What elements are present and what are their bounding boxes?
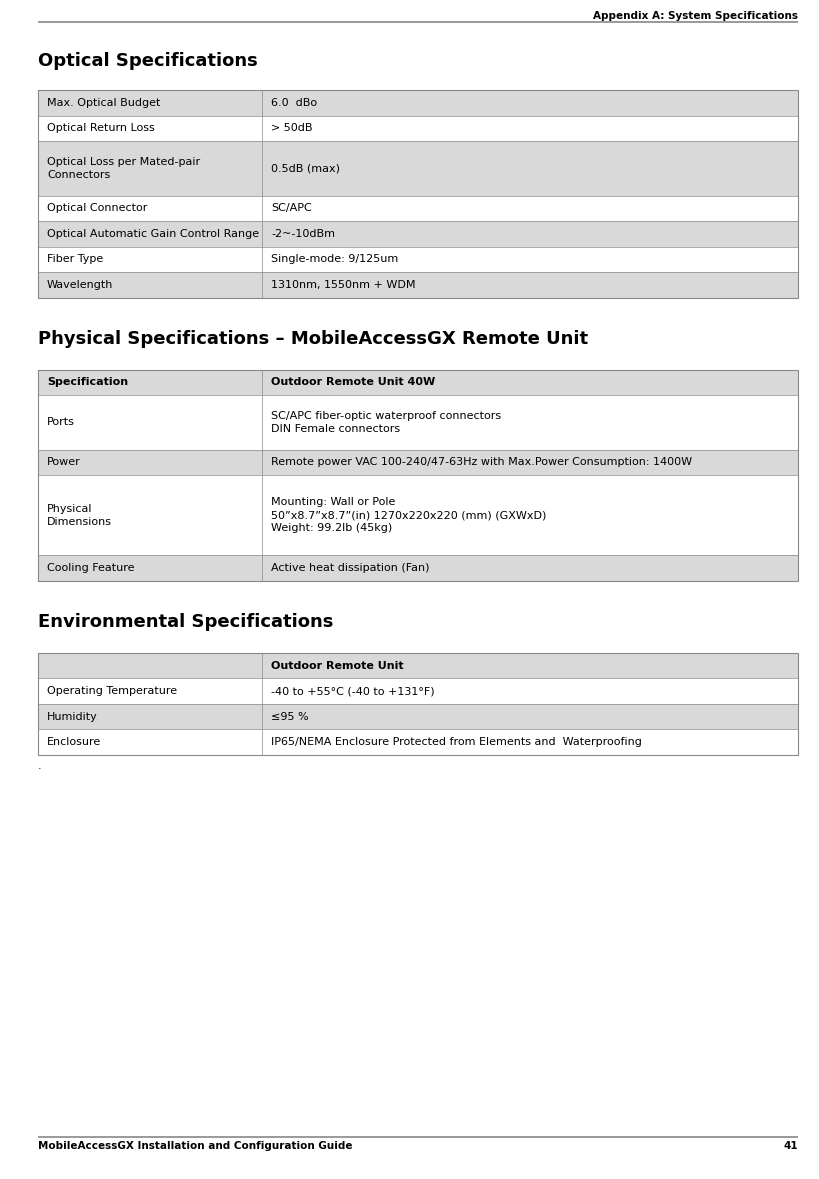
Text: Specification: Specification — [47, 377, 128, 388]
Bar — [38, 678, 797, 704]
Text: Fiber Type: Fiber Type — [47, 255, 103, 264]
Bar — [38, 475, 797, 555]
Text: .: . — [38, 760, 42, 771]
Text: Power: Power — [47, 457, 80, 467]
Text: IP65/NEMA Enclosure Protected from Elements and  Waterproofing: IP65/NEMA Enclosure Protected from Eleme… — [271, 737, 641, 747]
Text: Ports: Ports — [47, 417, 75, 428]
Text: Single-mode: 9/125um: Single-mode: 9/125um — [271, 255, 398, 264]
Text: Physical
Dimensions: Physical Dimensions — [47, 503, 112, 527]
Text: Max. Optical Budget: Max. Optical Budget — [47, 98, 161, 107]
Text: -40 to +55°C (-40 to +131°F): -40 to +55°C (-40 to +131°F) — [271, 686, 434, 696]
Text: Humidity: Humidity — [47, 712, 97, 722]
Text: 0.5dB (max): 0.5dB (max) — [271, 164, 340, 173]
Bar — [38, 141, 797, 196]
Text: Outdoor Remote Unit: Outdoor Remote Unit — [271, 660, 403, 671]
Text: -2~-10dBm: -2~-10dBm — [271, 229, 335, 239]
Text: Optical Return Loss: Optical Return Loss — [47, 124, 155, 133]
Text: SC/APC fiber-optic waterproof connectors
DIN Female connectors: SC/APC fiber-optic waterproof connectors… — [271, 411, 500, 434]
Bar — [38, 730, 797, 755]
Bar — [38, 704, 797, 730]
Bar — [38, 449, 797, 475]
Text: Appendix A: System Specifications: Appendix A: System Specifications — [592, 11, 797, 21]
Text: > 50dB: > 50dB — [271, 124, 312, 133]
Bar — [38, 196, 797, 222]
Text: Remote power VAC 100-240/47-63Hz with Max.Power Consumption: 1400W: Remote power VAC 100-240/47-63Hz with Ma… — [271, 457, 691, 467]
Text: Outdoor Remote Unit 40W: Outdoor Remote Unit 40W — [271, 377, 435, 388]
Text: Physical Specifications – MobileAccessGX Remote Unit: Physical Specifications – MobileAccessGX… — [38, 330, 587, 348]
Text: SC/APC: SC/APC — [271, 203, 311, 213]
Text: Environmental Specifications: Environmental Specifications — [38, 613, 333, 631]
Text: Optical Connector: Optical Connector — [47, 203, 147, 213]
Bar — [38, 272, 797, 297]
Bar — [38, 222, 797, 246]
Text: Wavelength: Wavelength — [47, 279, 113, 290]
Bar — [38, 653, 797, 678]
Text: Optical Specifications: Optical Specifications — [38, 52, 257, 70]
Text: Operating Temperature: Operating Temperature — [47, 686, 177, 696]
Text: Optical Automatic Gain Control Range: Optical Automatic Gain Control Range — [47, 229, 259, 239]
Text: Active heat dissipation (Fan): Active heat dissipation (Fan) — [271, 564, 429, 573]
Bar — [38, 116, 797, 141]
Text: Enclosure: Enclosure — [47, 737, 101, 747]
Text: 6.0  dBo: 6.0 dBo — [271, 98, 317, 107]
Text: Cooling Feature: Cooling Feature — [47, 564, 134, 573]
Text: ≤95 %: ≤95 % — [271, 712, 309, 722]
Bar — [38, 395, 797, 449]
Bar — [38, 90, 797, 116]
Text: Optical Loss per Mated-pair
Connectors: Optical Loss per Mated-pair Connectors — [47, 157, 200, 179]
Bar — [38, 369, 797, 395]
Text: 1310nm, 1550nm + WDM: 1310nm, 1550nm + WDM — [271, 279, 415, 290]
Text: Mounting: Wall or Pole
50”x8.7”x8.7”(in) 1270x220x220 (mm) (GXWxD)
Weight: 99.2l: Mounting: Wall or Pole 50”x8.7”x8.7”(in)… — [271, 498, 546, 533]
Text: 41: 41 — [782, 1141, 797, 1151]
Bar — [38, 653, 797, 755]
Bar — [38, 369, 797, 581]
Bar — [38, 90, 797, 297]
Bar — [38, 555, 797, 581]
Bar — [38, 246, 797, 272]
Text: MobileAccessGX Installation and Configuration Guide: MobileAccessGX Installation and Configur… — [38, 1141, 352, 1151]
